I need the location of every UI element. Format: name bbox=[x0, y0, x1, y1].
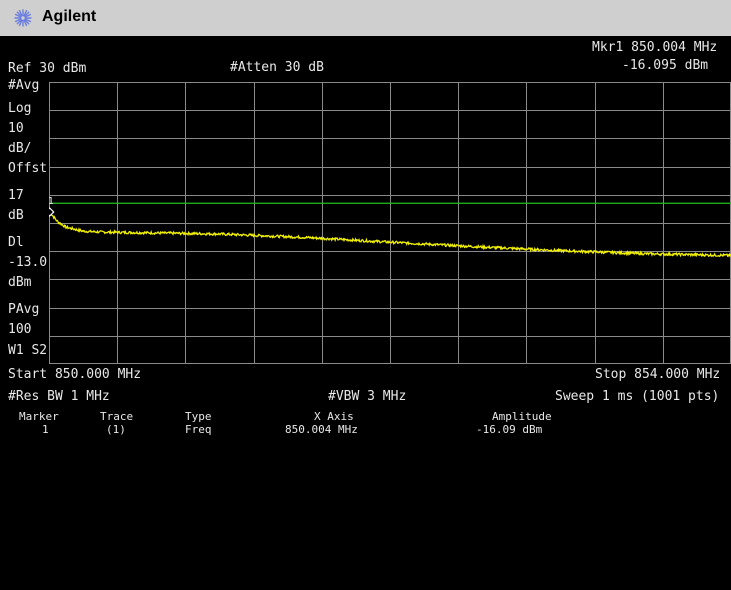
marker-table-header-trace: Trace bbox=[100, 410, 134, 423]
marker-table-header-x-axis: X Axis bbox=[314, 410, 354, 423]
attenuation: #Atten 30 dB bbox=[230, 60, 324, 75]
display-line-value: -13.0 bbox=[8, 255, 48, 270]
marker-table-cell-trace: (1) bbox=[106, 423, 126, 436]
power-avg-label: PAvg bbox=[8, 302, 40, 317]
stop-frequency: Stop 854.000 MHz bbox=[595, 367, 721, 382]
analyzer-screen bbox=[8, 36, 731, 590]
offset-unit: dB bbox=[8, 208, 24, 223]
display-line-label: Dl bbox=[8, 235, 24, 250]
marker-table-cell-x-axis: 850.004 MHz bbox=[285, 423, 358, 436]
agilent-spark-logo-icon bbox=[14, 9, 32, 27]
marker-table-header-amplitude: Amplitude bbox=[492, 410, 552, 423]
marker-number-label: 1 bbox=[49, 196, 54, 207]
offset-label: Offst bbox=[8, 161, 48, 176]
title-bar: Agilent bbox=[0, 0, 731, 36]
resolution-bandwidth: #Res BW 1 MHz bbox=[8, 389, 110, 404]
marker-diamond-icon bbox=[49, 207, 55, 217]
offset-value: 17 bbox=[8, 188, 24, 203]
brand-name: Agilent bbox=[42, 8, 97, 25]
marker-table-header-type: Type bbox=[185, 410, 212, 423]
power-avg-count: 100 bbox=[8, 322, 32, 337]
marker-table: Marker Trace Type X Axis Amplitude 1 (1)… bbox=[8, 406, 731, 590]
display-line-unit: dBm bbox=[8, 275, 32, 290]
scale-value: 10 bbox=[8, 121, 24, 136]
marker-table-header-marker: Marker bbox=[19, 410, 59, 423]
video-bandwidth: #VBW 3 MHz bbox=[328, 389, 407, 404]
marker-readout: Mkr1 850.004 MHz bbox=[592, 40, 718, 55]
marker-table-cell-type: Freq bbox=[185, 423, 212, 436]
marker-table-cell-amplitude: -16.09 dBm bbox=[476, 423, 543, 436]
scale-unit: dB/ bbox=[8, 141, 32, 156]
ref-level: Ref 30 dBm bbox=[8, 61, 87, 76]
start-frequency: Start 850.000 MHz bbox=[8, 367, 142, 382]
avg-annotation: #Avg bbox=[8, 78, 40, 93]
marker-table-cell-marker: 1 bbox=[42, 423, 49, 436]
marker-amplitude-readout: -16.095 dBm bbox=[622, 58, 709, 73]
scale-type: Log bbox=[8, 101, 32, 116]
window-indicator: W1 S2 bbox=[8, 343, 48, 358]
spectrum-graticule: 1 bbox=[49, 82, 731, 364]
sweep-time: Sweep 1 ms (1001 pts) bbox=[555, 389, 720, 404]
spectrum-trace bbox=[49, 211, 731, 258]
